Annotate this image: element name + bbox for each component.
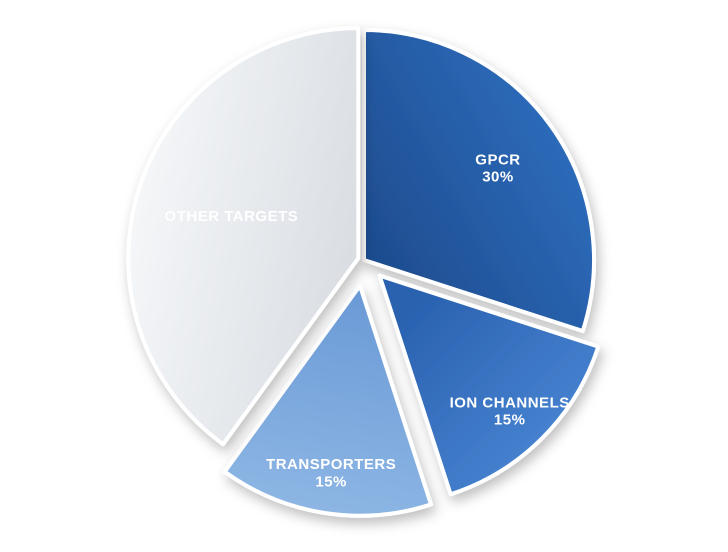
pie-chart-container: GPCR30%ION CHANNELS15%TRANSPORTERS15%OTH… [0, 0, 728, 552]
pie-chart: GPCR30%ION CHANNELS15%TRANSPORTERS15%OTH… [0, 0, 728, 552]
